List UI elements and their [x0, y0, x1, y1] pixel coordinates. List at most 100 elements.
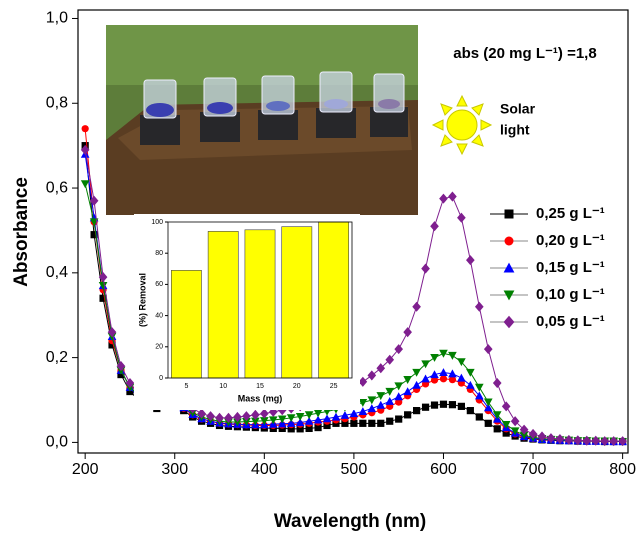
marker	[413, 407, 420, 414]
y-tick-label: 0,0	[46, 434, 68, 451]
marker	[395, 415, 402, 422]
y-axis-label: (%) Removal	[137, 273, 147, 327]
x-tick-label: 600	[430, 461, 457, 478]
marker	[431, 401, 438, 408]
marker	[376, 401, 385, 409]
marker	[504, 316, 515, 329]
marker	[421, 374, 430, 382]
marker	[439, 368, 448, 376]
x-tick-label: 300	[161, 461, 188, 478]
marker	[466, 381, 475, 389]
photo	[106, 25, 418, 215]
sun-label: light	[500, 122, 530, 138]
x-tick-label: 400	[251, 461, 278, 478]
bar	[282, 227, 312, 378]
sun-icon	[433, 96, 491, 154]
x-tick-label: 500	[341, 461, 368, 478]
marker	[484, 399, 493, 407]
marker	[377, 420, 384, 427]
x-tick-label: 5	[184, 383, 188, 390]
marker	[466, 369, 475, 377]
marker	[457, 213, 466, 223]
x-tick-label: 25	[330, 383, 338, 390]
marker	[404, 411, 411, 418]
legend-label: 0,20 g L⁻¹	[536, 232, 605, 249]
marker	[367, 404, 376, 412]
legend-label: 0,10 g L⁻¹	[536, 286, 605, 303]
bar	[208, 231, 238, 378]
marker	[421, 264, 430, 274]
sun-label: Solar	[500, 101, 536, 117]
marker	[412, 302, 421, 312]
marker	[505, 237, 514, 246]
y-tick-label: 100	[151, 219, 163, 226]
bar	[171, 270, 201, 378]
marker	[430, 221, 439, 231]
marker	[403, 387, 412, 395]
bar	[319, 222, 349, 378]
marker	[493, 378, 502, 388]
y-tick-label: 0,4	[46, 264, 68, 281]
marker	[485, 420, 492, 427]
y-tick-label: 1,0	[46, 10, 68, 27]
marker	[502, 401, 511, 411]
marker	[403, 376, 412, 384]
marker	[412, 381, 421, 389]
x-tick-label: 10	[219, 383, 227, 390]
marker	[412, 369, 421, 377]
marker	[458, 403, 465, 410]
y-tick-label: 0	[159, 375, 163, 382]
y-tick-label: 60	[155, 281, 163, 288]
x-axis-label: Wavelength (nm)	[274, 511, 426, 532]
marker	[439, 194, 448, 204]
marker	[403, 327, 412, 337]
marker	[368, 420, 375, 427]
legend-label: 0,25 g L⁻¹	[536, 205, 605, 222]
y-tick-label: 0,2	[46, 349, 68, 366]
x-tick-label: 15	[256, 383, 264, 390]
marker	[422, 404, 429, 411]
marker	[476, 413, 483, 420]
marker	[475, 384, 484, 392]
marker	[385, 388, 394, 396]
chart: 2003004005006007008000,00,20,40,60,81,0W…	[0, 0, 638, 535]
marker	[440, 401, 447, 408]
bar	[245, 230, 275, 378]
marker	[475, 302, 484, 312]
marker	[359, 420, 366, 427]
marker	[449, 401, 456, 408]
x-tick-label: 200	[72, 461, 99, 478]
legend-label: 0,05 g L⁻¹	[536, 313, 605, 330]
legend: 0,25 g L⁻¹ 0,20 g L⁻¹ 0,15 g L⁻¹ 0,10 g L⁻¹…	[490, 205, 605, 330]
marker	[367, 370, 376, 380]
legend-label: 0,15 g L⁻¹	[536, 259, 605, 276]
marker	[467, 407, 474, 414]
y-tick-label: 80	[155, 250, 163, 257]
y-tick-label: 40	[155, 312, 163, 319]
annotation: abs (20 mg L⁻¹) =1,8	[453, 45, 596, 62]
marker	[466, 255, 475, 265]
marker	[260, 409, 269, 419]
marker	[448, 191, 457, 201]
x-tick-label: 800	[609, 461, 636, 478]
marker	[484, 344, 493, 354]
marker	[494, 425, 501, 432]
marker	[385, 397, 394, 405]
marker	[81, 180, 90, 188]
x-tick-label: 700	[520, 461, 547, 478]
marker	[376, 392, 385, 400]
marker	[457, 374, 466, 382]
marker	[394, 382, 403, 390]
x-axis-label: Mass (mg)	[238, 393, 283, 403]
y-tick-label: 0,8	[46, 94, 68, 111]
marker	[386, 418, 393, 425]
marker	[394, 392, 403, 400]
marker	[448, 352, 457, 360]
marker	[505, 210, 514, 219]
marker	[440, 375, 447, 382]
marker	[350, 420, 357, 427]
marker	[430, 354, 439, 362]
marker	[82, 125, 89, 132]
x-tick-label: 20	[293, 383, 301, 390]
